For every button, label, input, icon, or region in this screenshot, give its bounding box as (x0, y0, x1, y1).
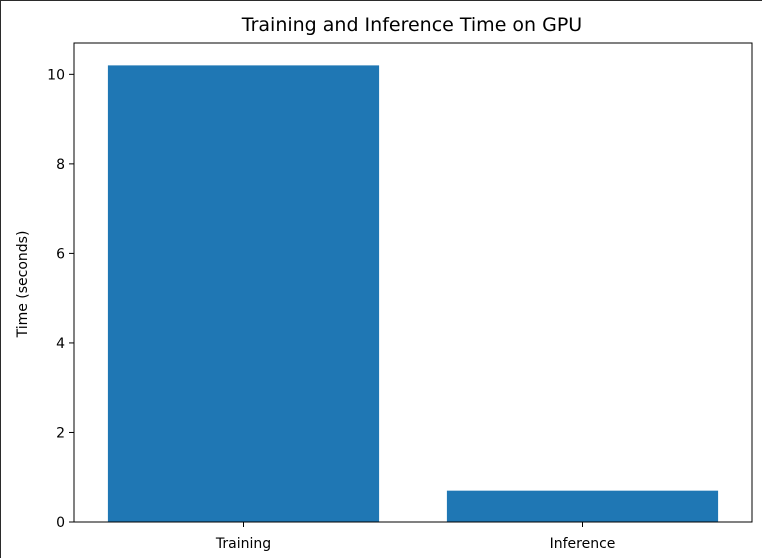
x-tick-label: Inference (550, 536, 616, 552)
chart-title: Training and Inference Time on GPU (241, 14, 582, 36)
y-tick-label: 4 (56, 336, 65, 352)
bar-training (107, 65, 380, 522)
y-tick-label: 8 (56, 157, 65, 173)
y-axis-ticks: 0 2 4 6 8 10 (47, 67, 74, 531)
bars-group (107, 65, 719, 522)
y-tick-label: 10 (47, 67, 65, 83)
y-axis-label: Time (seconds) (15, 231, 31, 339)
bar-inference (446, 490, 719, 522)
y-tick-label: 2 (56, 425, 65, 441)
y-tick-label: 6 (56, 246, 65, 262)
y-tick-label: 0 (56, 515, 65, 531)
x-tick-label: Training (215, 536, 271, 552)
plot-area-frame (73, 42, 753, 523)
x-axis-ticks: Training Inference (215, 522, 616, 552)
